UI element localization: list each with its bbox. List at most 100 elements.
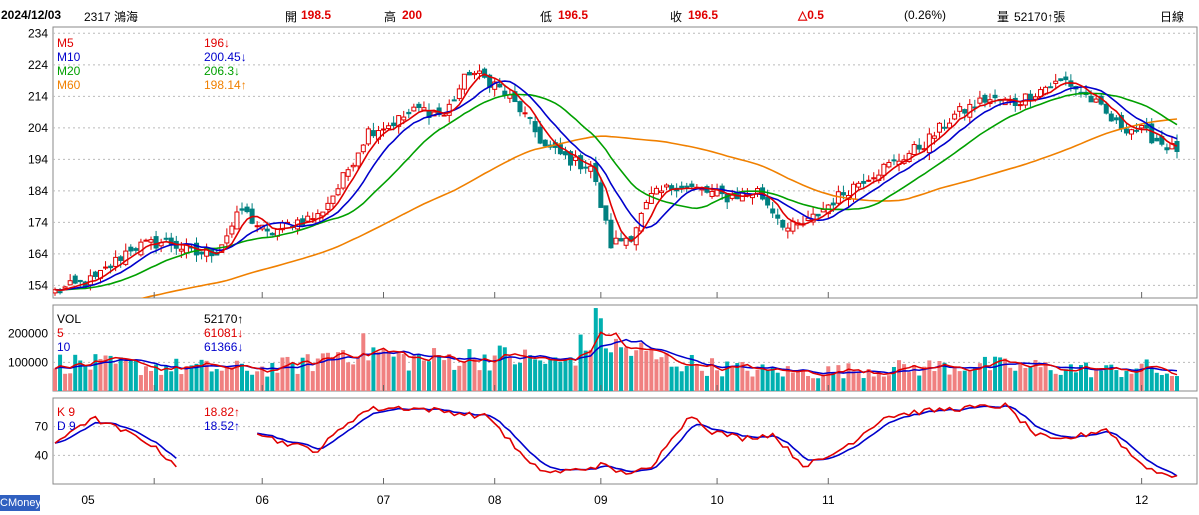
change-value: △0.5 (798, 8, 824, 22)
volume-bar (806, 376, 811, 391)
volume-bar (224, 366, 229, 391)
volume-bar (553, 357, 558, 391)
volume-bar (330, 356, 335, 391)
volume-bar (1018, 362, 1023, 391)
candle-body (881, 163, 887, 176)
candle-body (411, 106, 417, 112)
volume-bar (619, 347, 624, 391)
candle-body (345, 169, 351, 177)
volume-bar (780, 376, 785, 391)
volume-bar (502, 347, 507, 391)
volume-bar (346, 362, 351, 391)
candle-body (113, 256, 119, 267)
candle-body (234, 211, 240, 230)
candle-body (401, 116, 407, 121)
volume-bar (416, 354, 421, 391)
candle-body (1129, 129, 1135, 135)
volume-bar (204, 360, 209, 391)
x-tick-label: 12 (1135, 493, 1149, 507)
candle-body (396, 115, 402, 127)
price-tick-label: 214 (28, 89, 48, 103)
legend-vol-value: 61366↓ (204, 340, 243, 354)
candle-body (583, 166, 589, 169)
volume-bar (58, 354, 63, 391)
volume-bar (1073, 372, 1078, 391)
volume-bar (1048, 370, 1053, 391)
volume-bar (790, 372, 795, 391)
legend-ma-value: 206.3↓ (204, 64, 240, 78)
volume-bar (113, 363, 118, 391)
price-tick-label: 154 (28, 278, 48, 292)
volume-bar (674, 366, 679, 391)
candle-body (320, 211, 326, 217)
volume-bar (123, 360, 128, 391)
candle-body (1113, 117, 1119, 121)
candle-body (224, 235, 230, 244)
volume-bar (750, 376, 755, 391)
volume-bar (603, 348, 608, 391)
low-label: 低 (540, 10, 553, 24)
legend-ma-value: 198.14↑ (204, 78, 247, 92)
volume-bar (290, 362, 295, 391)
volume-bar (467, 349, 472, 391)
volume-bar (826, 366, 831, 391)
volume-bar (209, 371, 214, 391)
volume-bar (558, 361, 563, 391)
volume-bar (846, 363, 851, 391)
volume-bar (972, 368, 977, 391)
volume-bar (421, 360, 426, 391)
volume-bar (795, 369, 800, 391)
volume-bar (715, 370, 720, 391)
candle-body (466, 71, 472, 76)
candle-body (310, 218, 316, 221)
volume-bar (477, 370, 482, 391)
candle-body (254, 225, 260, 228)
volume-bar (1114, 370, 1119, 391)
volume-bar (1124, 370, 1129, 391)
volume-bar (149, 370, 154, 391)
volume-bar (325, 352, 330, 391)
volume-bar (962, 370, 967, 391)
volume-bar (770, 367, 775, 391)
candle-body (517, 101, 523, 113)
candle-body (305, 215, 311, 222)
volume-bar (103, 355, 108, 391)
volume-bar (487, 370, 492, 391)
volume-bar (902, 364, 907, 391)
candle-body (244, 206, 250, 213)
price-tick-label: 164 (28, 247, 48, 261)
volume-bar (689, 354, 694, 391)
candle-body (492, 81, 498, 90)
volume-bar (184, 366, 189, 391)
volume-bar (598, 318, 603, 391)
close-value: 196.5 (688, 8, 719, 22)
volume-bar (391, 356, 396, 391)
candle-body (386, 125, 392, 130)
volume-bar (447, 353, 452, 391)
volume-tick-label: 200000 (8, 327, 48, 341)
candle-body (335, 188, 341, 196)
volume-bar (240, 363, 244, 391)
volume-bar (861, 378, 866, 391)
candle-body (891, 159, 897, 162)
volume-bar (280, 357, 285, 391)
candle-body (1103, 103, 1109, 114)
volume-bar (437, 355, 442, 391)
volume-bar (1038, 367, 1043, 391)
x-tick-label: 09 (594, 493, 608, 507)
volume-bar (305, 354, 310, 391)
candle-body (1088, 95, 1094, 103)
volume-bar (699, 370, 704, 391)
candle-body (588, 165, 594, 172)
candle-body (785, 227, 791, 232)
candle-body (360, 144, 366, 153)
candle-body (851, 183, 857, 200)
candle-body (765, 196, 771, 206)
volume-bar (1169, 376, 1174, 391)
volume-bar (694, 364, 699, 391)
candle-body (123, 250, 129, 265)
volume-bar (977, 363, 982, 391)
candle-body (568, 151, 574, 166)
watermark: CMoney (0, 495, 41, 511)
